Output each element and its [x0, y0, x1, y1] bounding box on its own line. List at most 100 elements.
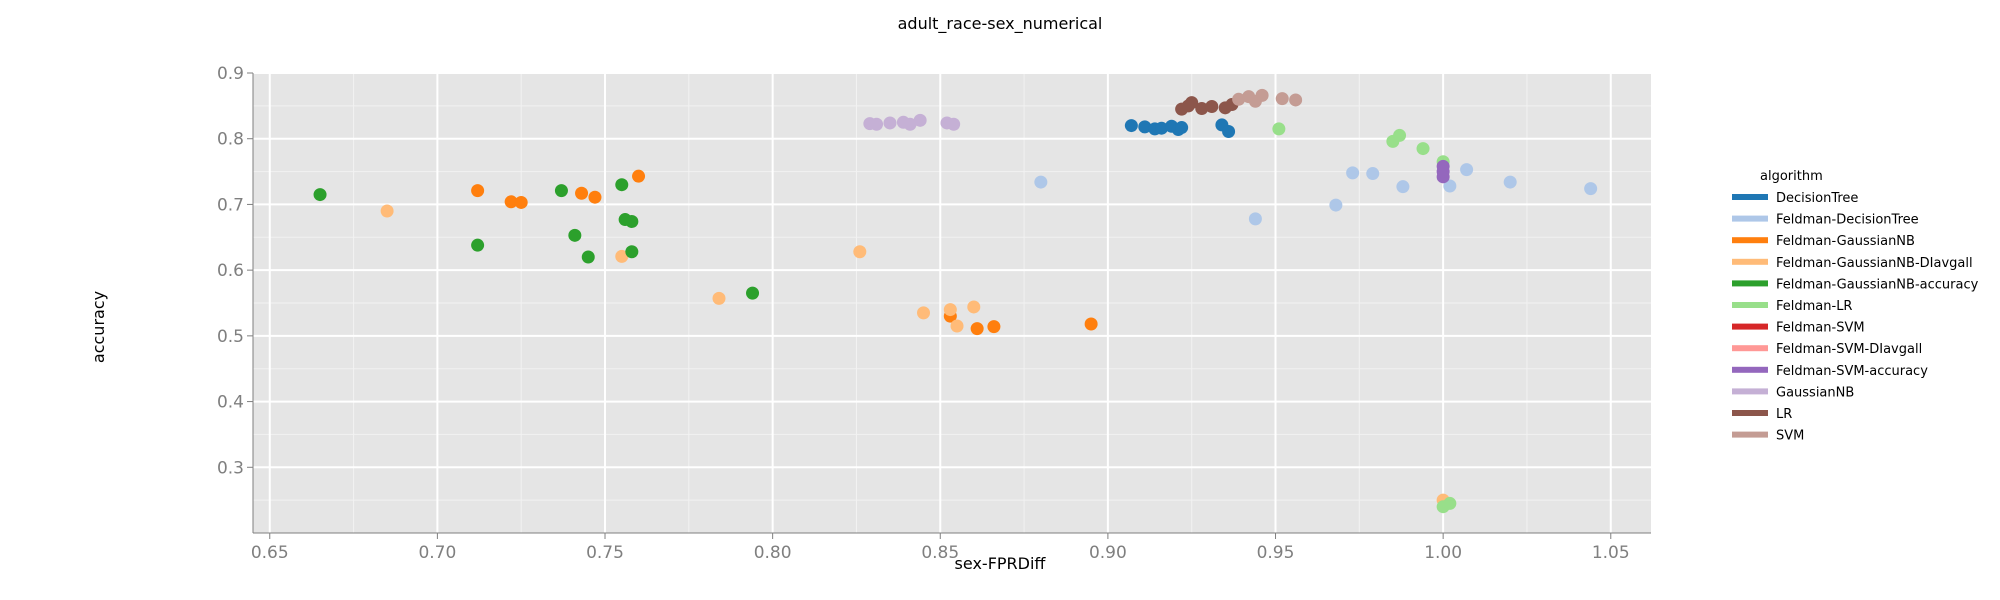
data-point: [1124, 119, 1138, 133]
legend-swatch: [1732, 280, 1768, 287]
grid-lines: [253, 72, 1651, 533]
legend: algorithm DecisionTree Feldman-DecisionTre…: [1732, 169, 1979, 444]
data-point: [581, 250, 595, 264]
x-tick-label: 0.90: [1089, 543, 1127, 563]
legend-entry: Feldman-GaussianNB-accuracy: [1776, 277, 1979, 292]
legend-entry: Feldman-SVM: [1776, 321, 1865, 336]
data-point: [1255, 88, 1269, 102]
data-point: [313, 188, 327, 202]
data-point: [471, 184, 485, 198]
data-point: [1443, 179, 1457, 193]
y-tick-label: 0.5: [217, 327, 244, 347]
data-point: [1195, 101, 1209, 115]
data-point: [1084, 317, 1098, 331]
data-point: [471, 238, 485, 252]
data-point: [870, 117, 884, 131]
y-axis-title: accuracy: [89, 291, 108, 363]
y-tick-label: 0.9: [217, 64, 244, 84]
data-point: [1138, 120, 1152, 134]
data-point: [625, 245, 639, 259]
data-point: [380, 204, 394, 218]
data-point: [1329, 198, 1343, 212]
legend-entry: Feldman-LR: [1776, 299, 1852, 314]
legend-entry: LR: [1776, 407, 1792, 422]
data-point: [615, 249, 629, 263]
chart-title: adult_race-sex_numerical: [898, 14, 1103, 34]
legend-title: algorithm: [1760, 169, 1823, 184]
y-tick-label: 0.8: [217, 130, 244, 150]
data-point: [632, 169, 646, 183]
x-tick-label: 0.70: [418, 543, 456, 563]
x-tick-label: 1.00: [1424, 543, 1462, 563]
data-point: [1289, 93, 1303, 107]
data-points: [313, 88, 1598, 514]
data-point: [712, 291, 726, 305]
data-point: [625, 215, 639, 229]
data-point: [1366, 167, 1380, 181]
data-point: [1436, 159, 1450, 173]
axes: 0.65 0.70 0.75 0.80 0.85 0.90 0.95 1.00 1.05 0.3 0…: [217, 64, 1651, 563]
data-point: [947, 117, 961, 131]
legend-entry: Feldman-GaussianNB-DIavgall: [1776, 256, 1973, 271]
x-tick-label: 0.65: [251, 543, 289, 563]
legend-swatch: [1732, 410, 1768, 416]
data-point: [588, 190, 602, 204]
legend-swatch: [1732, 323, 1768, 330]
data-point: [568, 228, 582, 242]
data-point: [615, 178, 629, 192]
x-tick-label: 0.85: [921, 543, 959, 563]
legend-entry: Feldman-GaussianNB: [1776, 234, 1915, 249]
data-point: [1275, 92, 1289, 106]
data-point: [1175, 121, 1189, 135]
legend-swatch: [1732, 431, 1768, 438]
data-point: [1232, 92, 1246, 106]
data-point: [987, 320, 1001, 334]
data-point: [967, 300, 981, 314]
data-point: [1346, 166, 1360, 180]
legend-swatch: [1732, 258, 1768, 265]
data-point: [514, 195, 528, 209]
data-point: [575, 186, 589, 200]
data-point: [1205, 100, 1219, 114]
y-tick-label: 0.7: [217, 195, 244, 215]
data-point: [917, 306, 931, 320]
legend-entry: GaussianNB: [1776, 385, 1854, 400]
y-tick-label: 0.6: [217, 261, 244, 281]
x-tick-label: 0.80: [754, 543, 792, 563]
data-point: [883, 116, 897, 130]
data-point: [1584, 182, 1598, 196]
x-tick-label: 0.95: [1257, 543, 1295, 563]
data-point: [1393, 128, 1407, 142]
legend-swatch: [1732, 345, 1768, 352]
data-point: [504, 195, 518, 209]
data-point: [1248, 212, 1262, 226]
data-point: [746, 286, 760, 300]
data-point: [943, 303, 957, 317]
legend-swatch: [1732, 302, 1768, 308]
data-point: [950, 319, 964, 333]
data-point: [1185, 96, 1199, 110]
x-tick-label: 1.05: [1592, 543, 1630, 563]
data-point: [1155, 121, 1169, 135]
data-point: [1396, 180, 1410, 194]
data-point: [1460, 163, 1474, 177]
legend-entry: Feldman-SVM-accuracy: [1776, 364, 1928, 379]
legend-entry: SVM: [1776, 429, 1804, 444]
data-point: [853, 245, 867, 259]
legend-swatch: [1732, 388, 1768, 395]
x-tick-label: 0.75: [586, 543, 624, 563]
legend-swatch: [1732, 215, 1768, 222]
legend-entry: DecisionTree: [1776, 191, 1858, 206]
x-axis-title: sex-FPRDiff: [955, 554, 1047, 573]
data-point: [1272, 122, 1286, 136]
legend-swatch: [1732, 366, 1768, 373]
data-point: [554, 184, 568, 198]
data-point: [1503, 175, 1517, 189]
data-point: [1222, 124, 1236, 138]
y-tick-label: 0.3: [217, 458, 244, 478]
legend-swatch: [1732, 237, 1768, 244]
data-point: [1416, 142, 1430, 156]
y-tick-label: 0.4: [217, 393, 244, 413]
data-point: [1443, 496, 1457, 510]
